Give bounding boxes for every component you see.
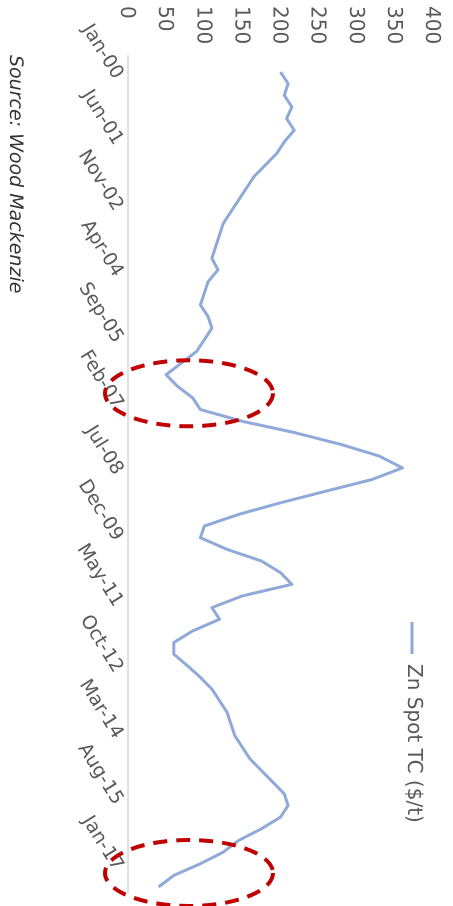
y-tick-label: 200 <box>269 6 293 44</box>
x-tick-label: May-11 <box>73 539 129 610</box>
y-tick-label: 100 <box>192 6 216 44</box>
x-tick-label: Jan-00 <box>77 19 128 83</box>
x-tick-label: Sep-05 <box>74 278 128 346</box>
annotation-layer <box>103 358 275 906</box>
x-tick-label: Oct-12 <box>76 611 129 677</box>
x-tick-label: Jun-01 <box>77 85 128 149</box>
x-tick-label: Aug-15 <box>74 739 129 808</box>
x-tick-label: Jan-17 <box>77 811 128 875</box>
highlight-ellipse <box>103 838 275 906</box>
y-axis-tick-labels: 0 50 100 150 200 250 300 350 400 <box>116 6 445 44</box>
x-tick-label: Mar-14 <box>75 675 128 742</box>
series-layer <box>157 71 404 889</box>
x-tick-label: Nov-02 <box>74 146 128 215</box>
y-tick-label: 250 <box>307 6 331 44</box>
y-tick-label: 150 <box>230 6 254 44</box>
highlight-ellipse <box>103 358 275 429</box>
y-tick-label: 400 <box>421 6 445 44</box>
x-tick-label: Feb-07 <box>75 346 128 413</box>
x-tick-label: Dec-09 <box>74 475 129 544</box>
x-tick-label: Apr-04 <box>77 216 129 281</box>
legend-label: Zn Spot TC ($/t) <box>403 664 427 823</box>
y-tick-label: 50 <box>154 6 178 31</box>
y-tick-label: 0 <box>116 6 140 19</box>
source-note: Source: Wood Mackenzie <box>5 55 27 293</box>
y-tick-label: 300 <box>345 6 369 44</box>
y-tick-label: 350 <box>383 6 407 44</box>
legend: Zn Spot TC ($/t) <box>403 622 427 823</box>
x-tick-label: Jul-08 <box>81 420 129 478</box>
series-line <box>157 71 404 889</box>
